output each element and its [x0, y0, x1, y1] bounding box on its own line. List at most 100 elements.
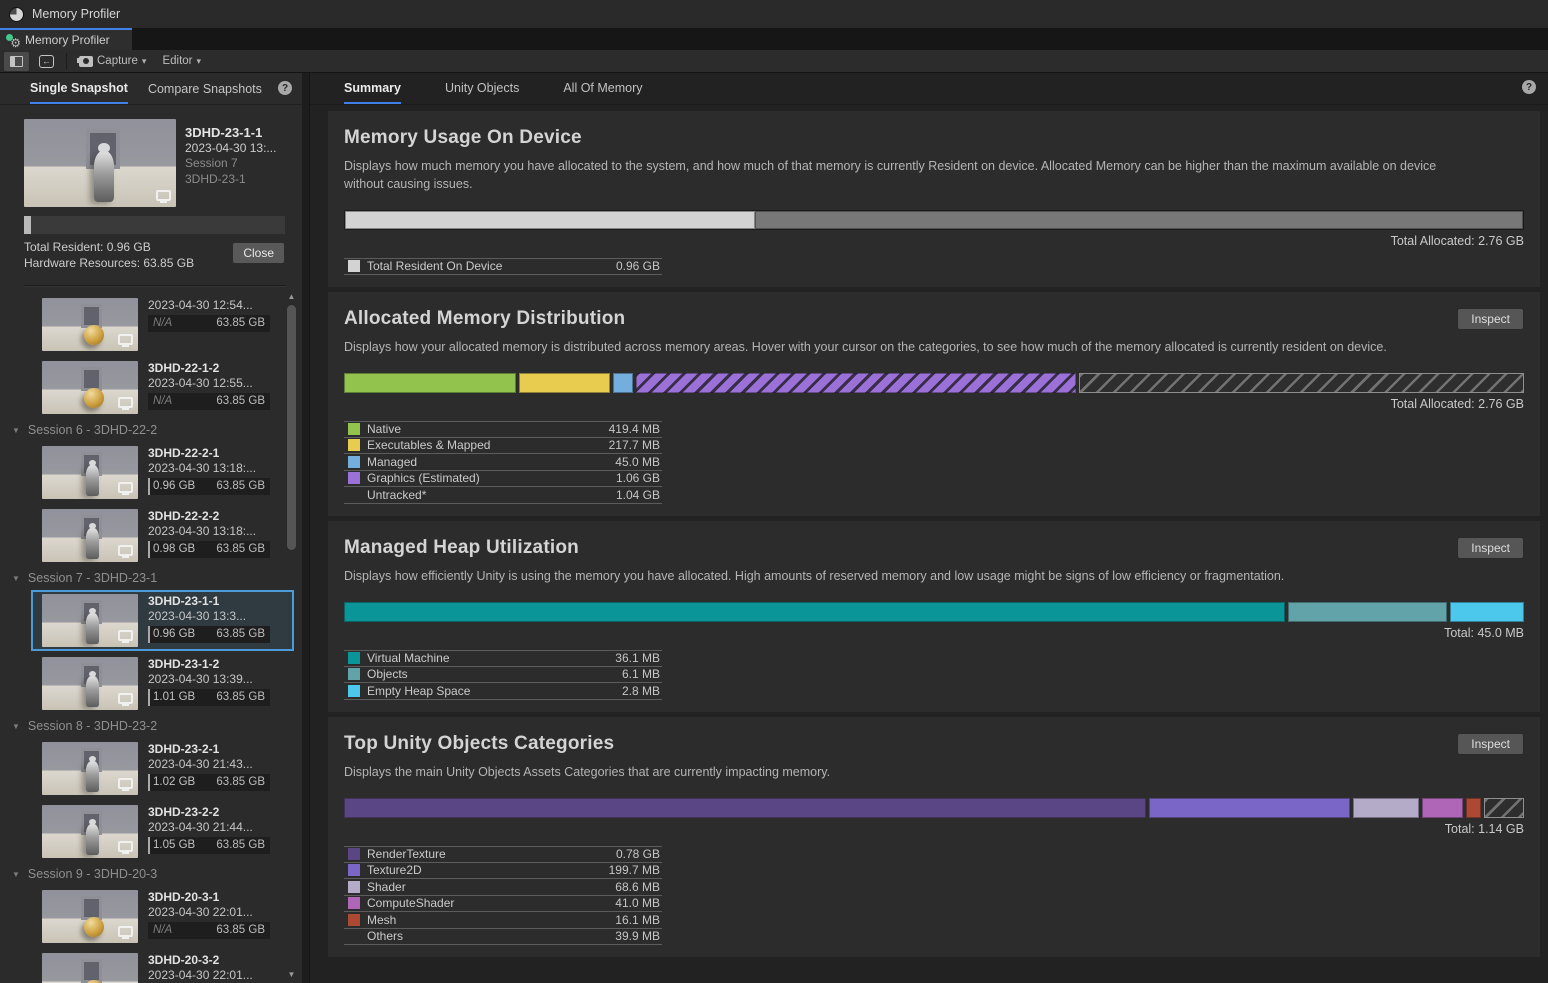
- legend-row: Objects 6.1 MB: [344, 667, 662, 683]
- legend-swatch: [348, 439, 360, 452]
- snapshot-date: 2023-04-30 13:...: [185, 140, 277, 155]
- segment-texture2d: [1149, 798, 1350, 818]
- segment-graphics-estimated: [635, 373, 1076, 393]
- total-allocated-label: Total Allocated: 2.76 GB: [1390, 397, 1524, 411]
- snapshot-item[interactable]: 3DHD-23-2-1 2023-04-30 21:43... 1.02 GB 6…: [31, 738, 294, 799]
- monitor-icon: [118, 482, 133, 495]
- segment-rendertexture: [344, 798, 1147, 818]
- snapshot-thumbnail: [42, 890, 138, 943]
- scroll-up-arrow[interactable]: ▲: [287, 292, 296, 301]
- editor-dropdown[interactable]: Editor ▾: [162, 55, 202, 67]
- session-header[interactable]: ▼ Session 6 - 3DHD-22-2: [12, 423, 158, 437]
- legend: Virtual Machine 36.1 MB Objects 6.1 MB Emp…: [344, 650, 662, 700]
- section-memory-usage: Memory Usage On Device Displays how much…: [328, 111, 1540, 287]
- legend-swatch: [348, 489, 360, 501]
- snapshot-item[interactable]: 3DHD-20-3-2 2023-04-30 22:01... N/A63.85…: [31, 949, 294, 983]
- toggle-sidebar-button[interactable]: [4, 51, 29, 71]
- monitor-icon: [118, 778, 133, 791]
- snapshot-item[interactable]: 3DHD-22-2-1 2023-04-30 13:18:... 0.96 GB…: [31, 442, 294, 503]
- help-icon[interactable]: ?: [278, 81, 292, 95]
- snapshot-thumbnail: [42, 594, 138, 647]
- selected-snapshot-card: 3DHD-23-1-1 2023-04-30 13:... Session 7 …: [0, 105, 302, 286]
- segment-others: [1483, 798, 1524, 818]
- snapshot-item[interactable]: 3DHD-23-1-2 2023-04-30 13:39... 1.01 GB 6…: [31, 653, 294, 714]
- snapshot-size-bar: 1.02 GB 63.85 GB: [148, 774, 270, 791]
- snapshot-thumbnail: [42, 657, 138, 710]
- session-header[interactable]: ▼ Session 9 - 3DHD-20-3: [12, 867, 158, 881]
- close-button[interactable]: Close: [232, 242, 285, 264]
- section-description: Displays how efficiently Unity is using …: [344, 568, 1285, 583]
- tab-single-snapshot[interactable]: Single Snapshot: [30, 73, 128, 104]
- tab-unity-objects[interactable]: Unity Objects: [444, 81, 520, 95]
- capture-button[interactable]: Capture ▾: [73, 52, 152, 71]
- inspect-button[interactable]: Inspect: [1457, 307, 1524, 330]
- robot-figure: [93, 142, 114, 202]
- snapshots-sidebar: Single Snapshot Compare Snapshots ? 3DHD…: [0, 73, 302, 983]
- monitor-icon: [118, 693, 133, 706]
- inspect-button[interactable]: Inspect: [1457, 536, 1524, 559]
- snapshot-item[interactable]: 3DHD-22-1-2 2023-04-30 12:55... N/A 63.85…: [31, 357, 294, 418]
- help-icon[interactable]: ?: [1522, 80, 1536, 94]
- top-objects-bar: [344, 798, 1524, 818]
- legend-swatch: [348, 668, 360, 681]
- section-title: Memory Usage On Device: [344, 127, 582, 148]
- snapshot-size-bar: 0.96 GB 63.85 GB: [148, 478, 270, 495]
- snapshot-size-bar: N/A 63.85 GB: [148, 922, 270, 939]
- snapshot-item[interactable]: 3DHD-23-2-2 2023-04-30 21:44... 1.05 GB 6…: [31, 801, 294, 862]
- summary-panel: Summary Unity Objects All Of Memory ? Me…: [310, 73, 1548, 983]
- snapshot-size-bar: 1.01 GB 63.85 GB: [148, 689, 270, 706]
- snapshot-thumbnail: [42, 742, 138, 795]
- snapshot-item-selected[interactable]: 3DHD-23-1-1 2023-04-30 13:3... 0.96 GB 63…: [31, 590, 294, 651]
- legend-row: Mesh 16.1 MB: [344, 912, 662, 929]
- snapshot-size-bar: N/A 63.85 GB: [148, 315, 270, 332]
- segment-shader: [1352, 798, 1420, 818]
- monitor-icon: [118, 334, 133, 347]
- segment-untracked: [1078, 373, 1524, 393]
- session-header[interactable]: ▼ Session 7 - 3DHD-23-1: [12, 571, 158, 585]
- legend-swatch: [348, 260, 360, 273]
- snapshot-thumbnail: [42, 361, 138, 414]
- snapshot-item[interactable]: 3DHD-22-2-2 2023-04-30 13:18:... 0.98 GB…: [31, 505, 294, 566]
- segment-objects: [1288, 602, 1447, 622]
- import-snapshot-button[interactable]: ←: [33, 52, 60, 71]
- segment-computeshader: [1422, 798, 1464, 818]
- snapshot-thumbnail: [42, 298, 138, 351]
- capture-dropdown-caret[interactable]: ▾: [141, 55, 147, 66]
- legend-row: Native 419.4 MB: [344, 421, 662, 438]
- legend-row: Untracked* 1.04 GB: [344, 487, 662, 504]
- legend-row: Empty Heap Space 2.8 MB: [344, 683, 662, 700]
- session-header[interactable]: ▼ Session 8 - 3DHD-23-2: [12, 719, 158, 733]
- monitor-icon: [118, 545, 133, 558]
- tab-summary[interactable]: Summary: [344, 81, 401, 104]
- inspect-button[interactable]: Inspect: [1457, 732, 1524, 755]
- segment-empty-heap-space: [1449, 602, 1524, 622]
- snapshot-item[interactable]: 2023-04-30 12:54... N/A 63.85 GB: [31, 294, 294, 355]
- snapshot-product: 3DHD-23-1: [185, 171, 246, 186]
- total-resident-label: Total Resident: 0.96 GB: [24, 240, 151, 254]
- scroll-down-arrow[interactable]: ▼: [287, 970, 296, 979]
- section-description: Displays how much memory you have alloca…: [344, 159, 1437, 191]
- monitor-icon: [118, 926, 133, 939]
- segment-virtual-machine: [344, 602, 1286, 622]
- monitor-icon: [118, 841, 133, 854]
- total-allocated-label: Total Allocated: 2.76 GB: [1390, 234, 1524, 248]
- collapse-triangle-icon: ▼: [12, 721, 20, 731]
- total-label: Total: 45.0 MB: [1444, 626, 1524, 640]
- legend: RenderTexture 0.78 GB Texture2D 199.7 MB S…: [344, 846, 662, 945]
- scrollbar[interactable]: ▲ ▼: [285, 292, 298, 979]
- tab-memory-profiler[interactable]: Memory Profiler: [0, 28, 132, 50]
- snapshot-item[interactable]: 3DHD-20-3-1 2023-04-30 22:01... N/A 63.85…: [31, 886, 294, 947]
- toolbar: ← Capture ▾ Editor ▾: [0, 50, 1548, 73]
- legend-row: Shader 68.6 MB: [344, 879, 662, 896]
- tab-compare-snapshots[interactable]: Compare Snapshots: [147, 82, 262, 96]
- editor-dropdown-caret: ▾: [196, 55, 202, 66]
- snapshot-size-bar: 0.98 GB 63.85 GB: [148, 541, 270, 558]
- segment-native: [344, 373, 516, 393]
- scrollbar-thumb[interactable]: [287, 305, 296, 550]
- panel-divider[interactable]: [302, 73, 310, 983]
- monitor-icon: [118, 630, 133, 643]
- legend-swatch: [348, 930, 360, 942]
- tab-all-of-memory[interactable]: All Of Memory: [563, 81, 643, 95]
- legend-swatch: [348, 848, 360, 861]
- segment-allocated-remainder: [754, 211, 1523, 229]
